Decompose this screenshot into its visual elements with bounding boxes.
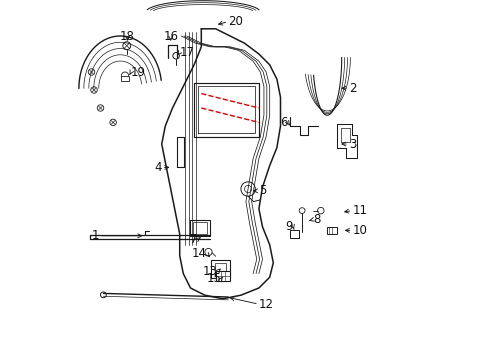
Bar <box>192 222 206 234</box>
Text: 8: 8 <box>312 213 320 226</box>
Text: 17: 17 <box>179 46 194 59</box>
Text: 9: 9 <box>285 220 292 233</box>
Bar <box>211 260 229 278</box>
Text: 6: 6 <box>280 116 287 129</box>
Text: 1: 1 <box>91 229 99 242</box>
Text: 4: 4 <box>154 161 162 174</box>
Bar <box>214 263 225 275</box>
Text: 12: 12 <box>258 298 273 311</box>
Text: 2: 2 <box>348 82 356 95</box>
Bar <box>326 227 336 234</box>
Text: 19: 19 <box>131 66 146 78</box>
Text: 10: 10 <box>352 224 366 237</box>
Text: 20: 20 <box>228 15 243 28</box>
Text: 7: 7 <box>190 233 197 246</box>
Bar <box>216 271 230 281</box>
Text: 15: 15 <box>206 273 221 285</box>
Text: 3: 3 <box>348 138 356 150</box>
Bar <box>121 76 128 81</box>
Text: 5: 5 <box>258 184 266 197</box>
Bar <box>289 230 299 238</box>
Text: 16: 16 <box>163 30 178 42</box>
Text: 14: 14 <box>191 247 206 260</box>
Text: 13: 13 <box>202 265 217 278</box>
Bar <box>189 220 209 236</box>
Text: 11: 11 <box>352 204 367 217</box>
Text: 18: 18 <box>120 30 135 42</box>
